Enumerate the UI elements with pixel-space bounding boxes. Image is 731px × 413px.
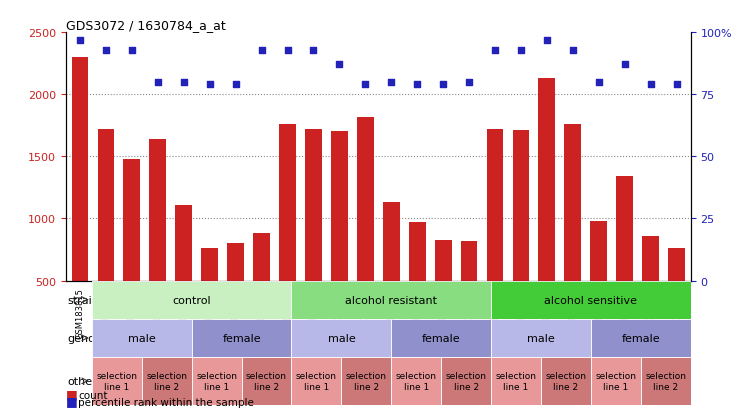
Bar (491, 357, 541, 405)
Point (308, 47, 319, 54)
Bar (192, 357, 241, 405)
Point (75, 37, 86, 44)
Point (126, 47, 137, 54)
Text: selection
line 2: selection line 2 (645, 371, 686, 391)
Bar (391, 357, 442, 405)
Text: female: female (222, 333, 261, 343)
Point (645, 82, 656, 88)
Bar (192, 319, 292, 357)
Bar (292, 357, 341, 405)
Text: selection
line 1: selection line 1 (596, 371, 637, 391)
Bar (383, 203, 400, 343)
Point (256, 47, 268, 54)
Text: female: female (621, 333, 660, 343)
Point (541, 37, 553, 44)
Text: strain: strain (67, 295, 99, 305)
Text: selection
line 2: selection line 2 (146, 371, 187, 391)
Bar (642, 236, 659, 343)
Text: count: count (78, 390, 107, 400)
Point (489, 47, 501, 54)
Text: selection
line 1: selection line 1 (296, 371, 337, 391)
Text: male: male (327, 333, 355, 343)
Bar (616, 177, 633, 343)
Text: selection
line 1: selection line 1 (96, 371, 137, 391)
Bar (241, 357, 292, 405)
Point (437, 82, 449, 88)
Bar (92, 281, 292, 319)
Bar (72, 58, 88, 343)
Point (230, 82, 241, 88)
Text: male: male (128, 333, 156, 343)
Text: selection
line 1: selection line 1 (496, 371, 537, 391)
Bar (491, 319, 591, 357)
Bar (124, 159, 140, 343)
Text: selection
line 1: selection line 1 (395, 371, 436, 391)
Bar (491, 281, 691, 319)
Text: alcohol sensitive: alcohol sensitive (545, 295, 637, 305)
Bar (92, 319, 192, 357)
Point (593, 79, 605, 86)
Bar (357, 117, 374, 343)
Bar (341, 357, 391, 405)
Text: selection
line 2: selection line 2 (246, 371, 287, 391)
Text: selection
line 2: selection line 2 (346, 371, 387, 391)
Bar (541, 357, 591, 405)
Bar (292, 319, 391, 357)
Bar (305, 130, 322, 343)
Point (333, 62, 345, 69)
Point (463, 79, 475, 86)
Bar (227, 244, 244, 343)
Point (412, 82, 423, 88)
Bar (461, 241, 477, 343)
Bar (591, 357, 641, 405)
Text: selection
line 2: selection line 2 (446, 371, 487, 391)
Text: female: female (422, 333, 461, 343)
Bar (253, 234, 270, 343)
Bar (641, 357, 691, 405)
Point (670, 82, 682, 88)
Bar (591, 319, 691, 357)
Point (385, 79, 397, 86)
Bar (391, 319, 491, 357)
Text: selection
line 1: selection line 1 (196, 371, 237, 391)
Bar (591, 221, 607, 343)
Bar (564, 125, 581, 343)
Point (619, 62, 631, 69)
Bar (201, 249, 218, 343)
Bar (539, 79, 556, 343)
Bar (292, 281, 491, 319)
Bar (149, 140, 166, 343)
Bar (97, 130, 115, 343)
Point (360, 82, 371, 88)
Text: GDS3072 / 1630784_a_at: GDS3072 / 1630784_a_at (66, 19, 226, 32)
Text: percentile rank within the sample: percentile rank within the sample (78, 397, 254, 407)
Text: other: other (67, 376, 96, 386)
Text: selection
line 2: selection line 2 (545, 371, 586, 391)
Point (567, 47, 579, 54)
Bar (512, 131, 529, 343)
Bar (92, 357, 142, 405)
Point (152, 79, 164, 86)
Point (100, 47, 112, 54)
Point (204, 82, 216, 88)
Point (178, 79, 189, 86)
Bar (175, 205, 192, 343)
Bar (142, 357, 192, 405)
Bar (409, 223, 425, 343)
Bar (668, 249, 685, 343)
Text: male: male (527, 333, 555, 343)
Point (515, 47, 527, 54)
Bar (279, 125, 296, 343)
Bar (442, 357, 491, 405)
Text: ■: ■ (66, 394, 77, 407)
Text: alcohol resistant: alcohol resistant (345, 295, 437, 305)
Point (281, 47, 293, 54)
Text: control: control (173, 295, 211, 305)
Text: ■: ■ (66, 387, 77, 400)
Bar (435, 240, 452, 343)
Bar (331, 132, 348, 343)
Text: gender: gender (67, 333, 107, 343)
Bar (487, 130, 504, 343)
